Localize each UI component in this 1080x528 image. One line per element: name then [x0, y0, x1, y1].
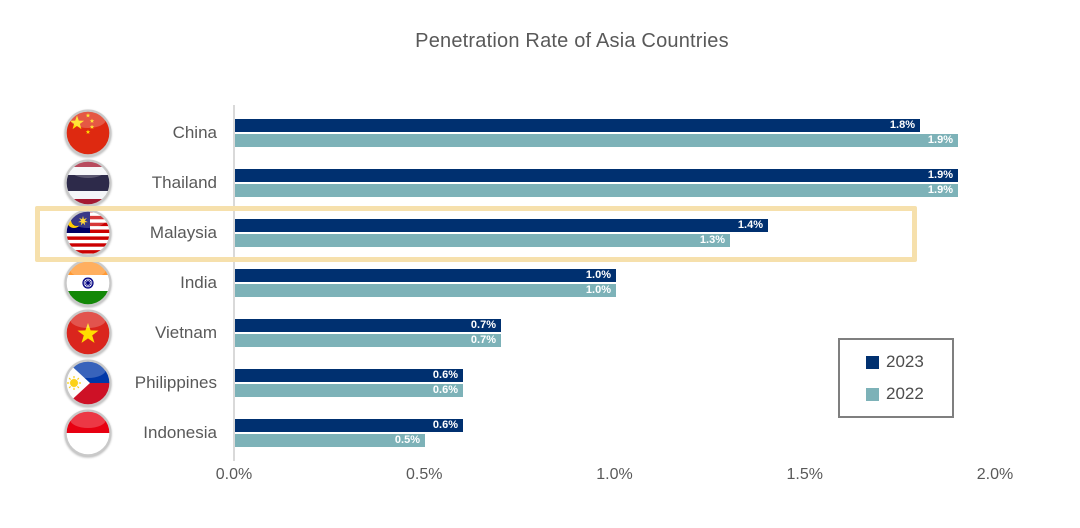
country-label: Malaysia: [149, 223, 217, 242]
thailand-flag-icon: [64, 159, 112, 207]
bar-2023-indonesia: 0.6%: [235, 419, 463, 432]
bar-group: 1.9% 1.9%: [235, 169, 958, 199]
bar-value-label: 0.6%: [432, 384, 458, 396]
bar-2023-thailand: 1.9%: [235, 169, 958, 182]
bar-value-label: 0.5%: [394, 434, 420, 446]
bar-group: 1.8% 1.9%: [235, 119, 958, 149]
x-axis-tick-label: 0.5%: [406, 466, 443, 483]
country-row-vietnam: Vietnam 0.7% 0.7%: [0, 308, 1080, 358]
bar-2023-china: 1.8%: [235, 119, 920, 132]
bar-value-label: 0.7%: [470, 319, 496, 331]
legend-item-2022: 2022: [866, 384, 952, 404]
bar-value-label: 1.4%: [737, 219, 763, 231]
country-label: Vietnam: [154, 323, 217, 342]
country-row-malaysia: Malaysia 1.4% 1.3%: [0, 208, 1080, 258]
bar-value-label: 1.9%: [927, 184, 953, 196]
legend-item-2023: 2023: [866, 352, 952, 372]
bar-2022-malaysia: 1.3%: [235, 234, 730, 247]
bar-group: 1.4% 1.3%: [235, 219, 768, 249]
y-axis-line: [233, 105, 235, 461]
bar-2022-india: 1.0%: [235, 284, 616, 297]
x-axis-tick-label: 0.0%: [215, 466, 253, 483]
vietnam-flag-icon: [64, 309, 112, 357]
malaysia-flag-icon: [64, 209, 112, 257]
country-row-china: China 1.8% 1.9%: [0, 108, 1080, 158]
legend-swatch-2023: [866, 355, 879, 369]
bar-value-label: 0.6%: [432, 419, 458, 431]
x-axis-tick-label: 1.0%: [596, 466, 633, 483]
bar-value-label: 1.9%: [927, 134, 953, 146]
legend: 2023 2022: [838, 338, 954, 418]
china-flag-icon: [64, 109, 112, 157]
philippines-flag-icon: [64, 359, 112, 407]
bar-group: 1.0% 1.0%: [235, 269, 616, 299]
bar-group: 0.6% 0.6%: [235, 369, 463, 399]
country-label: Indonesia: [143, 423, 217, 442]
bar-group: 0.6% 0.5%: [235, 419, 463, 449]
bar-value-label: 1.0%: [585, 284, 611, 296]
bar-2022-indonesia: 0.5%: [235, 434, 425, 447]
bar-value-label: 0.6%: [432, 369, 458, 381]
legend-swatch-2022: [866, 387, 879, 401]
x-axis-tick-label: 2.0%: [976, 466, 1014, 483]
bar-2022-vietnam: 0.7%: [235, 334, 501, 347]
country-row-thailand: Thailand 1.9% 1.9%: [0, 158, 1080, 208]
country-label: India: [180, 273, 217, 292]
country-label: Philippines: [134, 373, 217, 392]
country-label: China: [172, 123, 217, 142]
x-axis-tick-label: 1.5%: [786, 466, 823, 483]
india-flag-icon: [64, 259, 112, 307]
country-row-philippines: Philippines 0.6% 0.6%: [0, 358, 1080, 408]
bar-value-label: 1.9%: [927, 169, 953, 181]
chart-title: Penetration Rate of Asia Countries: [415, 30, 729, 52]
bar-2023-malaysia: 1.4%: [235, 219, 768, 232]
bar-value-label: 1.0%: [585, 269, 611, 281]
legend-label-2023: 2023: [886, 352, 924, 371]
bar-2022-thailand: 1.9%: [235, 184, 958, 197]
malaysia-highlight-box: [35, 206, 917, 262]
bar-2022-china: 1.9%: [235, 134, 958, 147]
country-label: Thailand: [151, 173, 217, 192]
bar-value-label: 1.8%: [889, 119, 915, 131]
bar-2023-philippines: 0.6%: [235, 369, 463, 382]
bar-2023-india: 1.0%: [235, 269, 616, 282]
bar-value-label: 0.7%: [470, 334, 496, 346]
bar-2022-philippines: 0.6%: [235, 384, 463, 397]
legend-label-2022: 2022: [886, 384, 924, 403]
bar-group: 0.7% 0.7%: [235, 319, 501, 349]
indonesia-flag-icon: [64, 409, 112, 457]
bar-2023-vietnam: 0.7%: [235, 319, 501, 332]
country-row-india: India 1.0% 1.0%: [0, 258, 1080, 308]
bar-value-label: 1.3%: [699, 234, 725, 246]
country-row-indonesia: Indonesia 0.6% 0.5%: [0, 408, 1080, 458]
